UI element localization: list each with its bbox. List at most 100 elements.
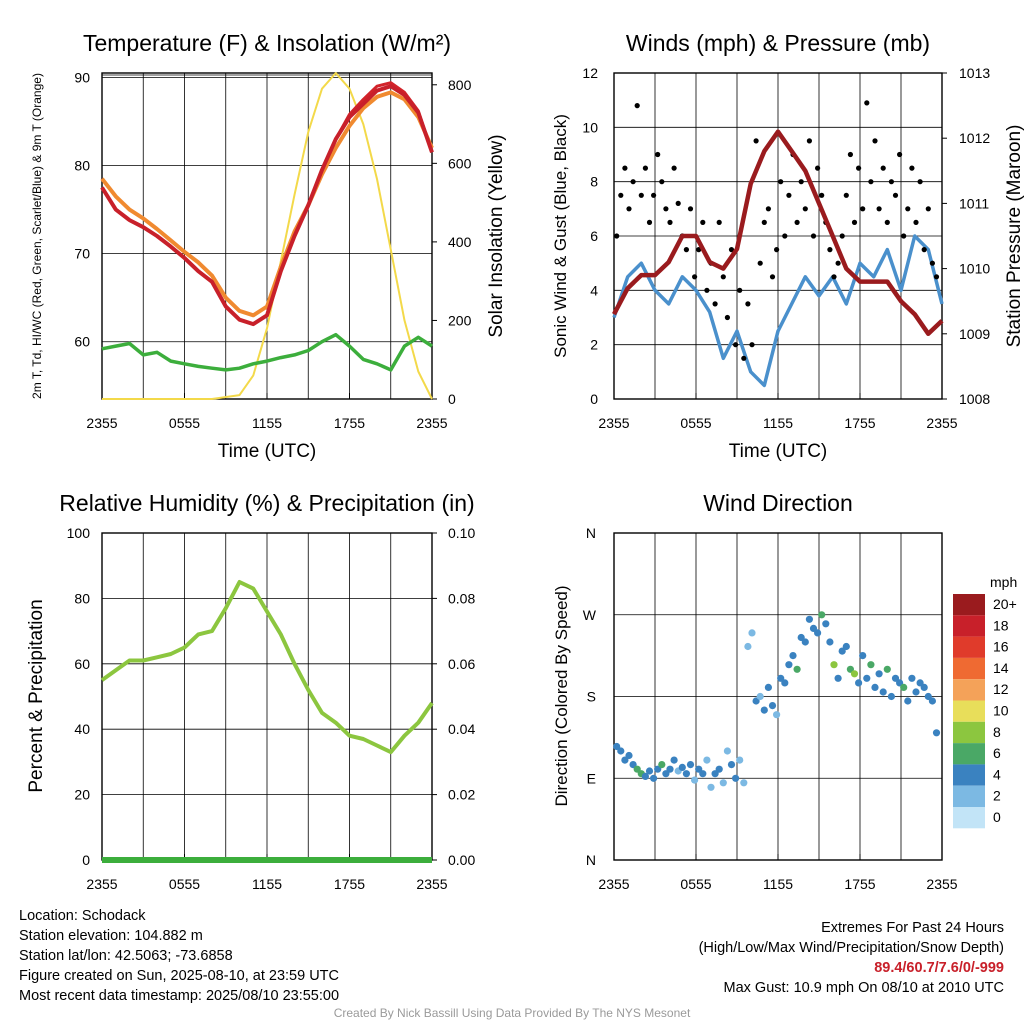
gust-point — [618, 192, 624, 198]
legend-swatch — [953, 764, 985, 786]
legend-label: 10 — [993, 703, 1009, 719]
direction-point — [682, 770, 691, 778]
gust-point — [675, 200, 681, 206]
x-tick-label: 1155 — [763, 876, 793, 892]
gust-point — [884, 219, 890, 225]
x-tick-label: 1755 — [844, 876, 875, 892]
legend-label: 16 — [993, 639, 1009, 655]
gust-point — [651, 192, 657, 198]
y-tick-label: 70 — [74, 246, 90, 262]
direction-point — [785, 661, 793, 669]
direction-point — [912, 688, 920, 696]
y2-tick-label: 0.02 — [448, 787, 475, 803]
direction-point — [855, 679, 863, 687]
panel-title: Winds (mph) & Pressure (mb) — [626, 30, 930, 56]
x-tick-label: 1155 — [252, 876, 282, 892]
gust-point — [847, 151, 854, 158]
direction-point — [732, 774, 740, 782]
gust-point — [876, 206, 882, 212]
legend-label: 0 — [993, 809, 1001, 825]
gust-point — [733, 342, 739, 348]
x-axis-label: Time (UTC) — [218, 441, 317, 462]
gust-point — [921, 247, 927, 253]
legend-label: 12 — [993, 681, 1009, 697]
legend-label: 4 — [993, 766, 1001, 782]
gust-point — [700, 219, 706, 225]
y2-tick-label: 1011 — [959, 195, 989, 211]
y2-tick-label: 1008 — [959, 391, 990, 407]
gust-point — [933, 274, 940, 280]
x-tick-label: 0555 — [680, 415, 711, 431]
legend-swatch — [953, 807, 985, 829]
direction-point — [703, 756, 711, 764]
y-tick-label: 6 — [590, 228, 598, 244]
extremes-subtitle: (High/Low/Max Wind/Precipitation/Snow De… — [698, 940, 1004, 956]
y-tick-label: 0 — [82, 852, 90, 868]
y2-tick-label: 1009 — [959, 326, 990, 342]
gust-point — [827, 247, 833, 253]
legend-label: 6 — [993, 745, 1001, 761]
gust-point — [634, 103, 640, 109]
extremes-title: Extremes For Past 24 Hours — [821, 920, 1004, 936]
direction-point — [617, 747, 625, 755]
gust-point — [806, 138, 813, 144]
y-tick-label: S — [587, 689, 596, 705]
gust-point — [917, 179, 923, 185]
gust-point — [737, 287, 743, 293]
gust-point — [905, 206, 911, 212]
series-9m-t — [100, 90, 434, 318]
legend-swatch — [953, 785, 985, 807]
direction-point — [830, 661, 838, 669]
x-tick-label: 2355 — [926, 415, 957, 431]
station-latlon: Station lat/lon: 42.5063; -73.6858 — [19, 948, 233, 964]
y-axis-label: Direction (Colored By Speed) — [552, 585, 571, 806]
y2-tick-label: 0.00 — [448, 852, 475, 868]
direction-point — [928, 697, 937, 705]
y2-tick-label: 0 — [448, 391, 456, 407]
extremes-info: Extremes For Past 24 Hours (High/Low/Max… — [699, 918, 1004, 998]
direction-point — [891, 674, 900, 682]
direction-point — [838, 647, 846, 655]
x-tick-label: 1755 — [844, 415, 875, 431]
gust-point — [839, 233, 845, 239]
gust-point — [798, 179, 804, 185]
y-tick-label: 10 — [582, 119, 598, 135]
series-solar-insolation — [102, 72, 433, 400]
panel-title: Wind Direction — [703, 490, 853, 516]
y-tick-label: 80 — [74, 158, 90, 174]
y-tick-label: 80 — [74, 590, 90, 606]
y-axis-label: Sonic Wind & Gust (Blue, Black) — [551, 114, 570, 358]
y2-tick-label: 600 — [448, 155, 472, 171]
series-td — [101, 332, 433, 372]
y2-axis-label: Solar Insolation (Yellow) — [486, 134, 507, 337]
y-tick-label: 40 — [74, 721, 90, 737]
y-tick-label: N — [586, 525, 596, 541]
direction-point — [764, 683, 773, 692]
gust-point — [888, 179, 895, 185]
legend-swatch — [953, 743, 985, 765]
series-relative-humidity — [100, 580, 434, 755]
direction-point — [756, 692, 764, 701]
y-tick-label: 100 — [67, 525, 91, 541]
gust-point — [897, 151, 903, 158]
direction-point — [887, 692, 896, 701]
gust-point — [831, 274, 837, 280]
direction-point — [715, 765, 723, 773]
gust-point — [786, 192, 792, 198]
direction-point — [748, 629, 756, 637]
gust-point — [745, 301, 751, 307]
direction-point — [678, 763, 686, 772]
speed-legend: mph 20+ 18 16 14 12 10 8 6 4 2 0 — [953, 574, 1017, 829]
x-tick-label: 1755 — [334, 415, 365, 431]
y-tick-label: 4 — [590, 282, 598, 298]
direction-point — [871, 683, 879, 692]
direction-point — [654, 765, 662, 773]
direction-point — [777, 674, 785, 682]
series-sonic-wind — [612, 234, 944, 388]
legend-title: mph — [990, 574, 1017, 590]
gust-point — [663, 206, 669, 212]
direction-point — [760, 706, 768, 714]
x-tick-label: 2355 — [926, 876, 957, 892]
